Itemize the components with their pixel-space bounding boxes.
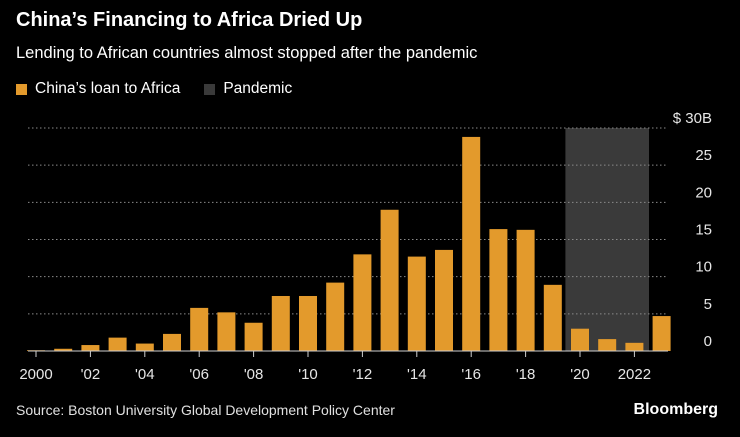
bar-2018 [516, 229, 535, 351]
bar-2017 [489, 229, 508, 351]
chart-subtitle: Lending to African countries almost stop… [16, 44, 478, 62]
bar-2004 [135, 343, 154, 351]
legend-label-loans: China’s loan to Africa [35, 80, 181, 97]
bar-2011 [326, 282, 345, 351]
x-tick-label: 2000 [19, 366, 52, 383]
pandemic-band [565, 128, 649, 351]
legend-swatch-loans [16, 83, 27, 95]
x-tick-label: '08 [244, 366, 264, 383]
x-tick-label: '16 [461, 366, 481, 383]
legend-item-pandemic: Pandemic [204, 80, 292, 98]
x-tick-label: '02 [81, 366, 101, 383]
y-tick-label: 10 [695, 259, 712, 276]
bar-2021 [598, 339, 617, 351]
bar-2009 [271, 295, 290, 351]
bar-2020 [571, 328, 589, 351]
bar-2010 [299, 295, 317, 351]
source-note: Source: Boston University Global Develop… [16, 402, 395, 418]
x-tick-label: '20 [570, 366, 590, 383]
bar-2008 [244, 322, 263, 351]
y-tick-label: 25 [695, 147, 712, 164]
bar-2012 [353, 254, 372, 351]
y-tick-label: $ 30B [673, 110, 712, 127]
bar-2001 [54, 348, 73, 351]
bar-2015 [435, 249, 453, 351]
bar-2023 [652, 316, 671, 351]
x-tick-label: '06 [189, 366, 209, 383]
bar-2016 [462, 136, 481, 351]
bar-2013 [380, 209, 399, 351]
bar-2007 [217, 312, 236, 351]
x-tick-label: 2022 [618, 366, 651, 383]
legend-label-pandemic: Pandemic [223, 80, 293, 97]
x-tick-label: '12 [353, 366, 373, 383]
y-tick-label: 15 [695, 222, 712, 239]
y-tick-label: 20 [695, 184, 712, 201]
bar-2002 [81, 345, 100, 351]
chart-title: China’s Financing to Africa Dried Up [16, 9, 363, 31]
y-tick-label: 0 [704, 333, 712, 350]
legend-item-loans: China’s loan to Africa [16, 80, 180, 98]
bar-2022 [625, 342, 644, 351]
bar-2005 [163, 333, 181, 351]
bloomberg-logo: Bloomberg [633, 401, 718, 418]
x-tick-label: '04 [135, 366, 155, 383]
y-tick-label: 5 [704, 296, 712, 313]
bar-2003 [108, 337, 127, 351]
x-tick-label: '14 [407, 366, 427, 383]
bar-2019 [543, 284, 562, 351]
bar-2014 [407, 256, 426, 351]
bar-2006 [190, 307, 209, 351]
legend-swatch-pandemic [204, 83, 216, 95]
x-tick-label: '18 [516, 366, 536, 383]
x-tick-label: '10 [298, 366, 318, 383]
legend: China’s loan to Africa Pandemic [16, 80, 316, 98]
